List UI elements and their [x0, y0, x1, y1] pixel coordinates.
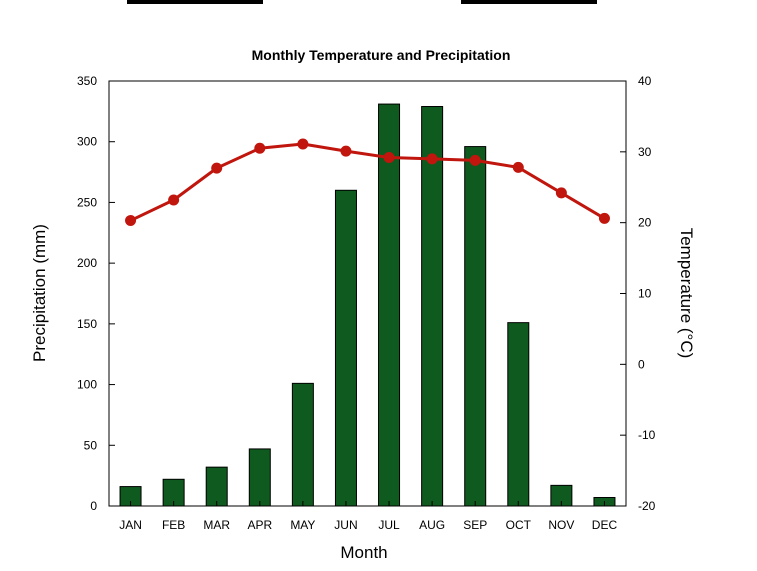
x-tick-label: JUN — [334, 518, 357, 532]
temperature-point — [426, 153, 438, 165]
x-tick-label: AUG — [419, 518, 445, 532]
y2-tick-label: -10 — [638, 428, 656, 442]
bar — [421, 106, 444, 507]
temperature-point — [555, 187, 567, 199]
temperature-point — [297, 138, 309, 150]
x-tick-label: DEC — [592, 518, 618, 532]
y-tick-label: 200 — [77, 256, 97, 270]
x-tick-label: JAN — [119, 518, 142, 532]
temperature-point — [598, 212, 610, 224]
temperature-point — [469, 154, 481, 166]
temperature-line — [129, 142, 606, 222]
y2-axis-title: Temperature (°C) — [677, 228, 696, 359]
temperature-point — [254, 142, 266, 154]
y2-tick-label: 30 — [638, 145, 652, 159]
temperature-point — [512, 161, 524, 173]
x-tick-label: OCT — [506, 518, 532, 532]
x-tick-label: NOV — [548, 518, 574, 532]
x-tick-label: MAR — [203, 518, 230, 532]
bar — [464, 146, 487, 507]
bar — [507, 322, 530, 507]
y-tick-label: 50 — [84, 438, 98, 452]
y2-tick-label: 20 — [638, 216, 652, 230]
chart-title: Monthly Temperature and Precipitation — [252, 47, 511, 63]
y2-tick-label: 40 — [638, 74, 652, 88]
y-tick-label: 150 — [77, 317, 97, 331]
y2-tick-label: 10 — [638, 287, 652, 301]
bar — [205, 466, 228, 507]
bar — [378, 103, 401, 507]
y-tick-label: 250 — [77, 195, 97, 209]
x-tick-label: SEP — [463, 518, 487, 532]
temperature-point — [383, 152, 395, 163]
x-tick-label: FEB — [162, 518, 185, 532]
bar — [334, 189, 357, 507]
y2-tick-label: 0 — [638, 357, 645, 371]
y2-tick-label: -20 — [638, 499, 656, 513]
top-left-dark-bar — [127, 0, 263, 4]
top-right-dark-bar — [461, 0, 597, 4]
x-axis-title: Month — [340, 543, 387, 562]
temperature-point — [211, 162, 223, 174]
temperature-point — [340, 145, 352, 157]
temperature-point — [168, 194, 180, 206]
x-tick-label: APR — [247, 518, 272, 532]
bar — [248, 448, 271, 507]
y-tick-label: 350 — [77, 74, 97, 88]
y-tick-label: 100 — [77, 378, 97, 392]
y-tick-label: 300 — [77, 135, 97, 149]
temperature-point — [125, 215, 137, 227]
y-tick-label: 0 — [90, 499, 97, 513]
bar — [291, 382, 314, 507]
y-axis-title: Precipitation (mm) — [30, 224, 49, 362]
x-tick-label: JUL — [378, 518, 400, 532]
plot-frame — [108, 80, 627, 507]
x-tick-label: MAY — [290, 518, 315, 532]
